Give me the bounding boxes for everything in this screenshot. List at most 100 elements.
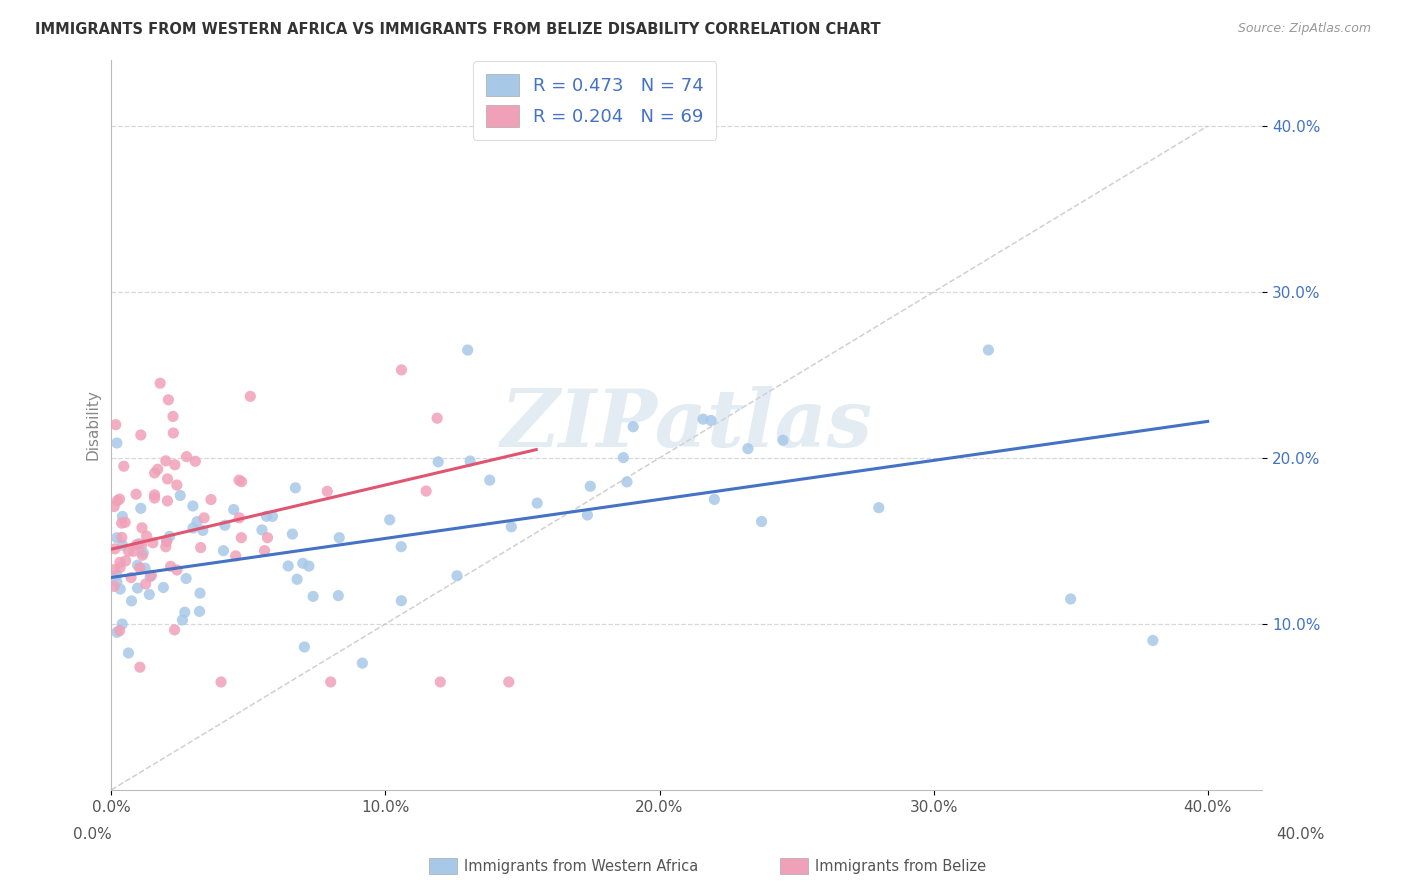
Point: [117, 646, 139, 660]
Point: [328, 589, 350, 603]
Point: [478, 473, 501, 487]
Point: [155, 540, 177, 554]
Point: [110, 560, 132, 574]
Point: [128, 537, 150, 551]
Point: [110, 582, 132, 596]
Point: [149, 376, 172, 391]
Point: [256, 509, 278, 524]
Point: [184, 454, 207, 468]
Point: [156, 534, 179, 549]
Point: [103, 579, 125, 593]
Point: [225, 549, 247, 563]
Point: [294, 640, 316, 654]
Point: [143, 488, 166, 502]
Point: [458, 454, 481, 468]
Point: [127, 581, 149, 595]
Point: [751, 515, 773, 529]
Point: [250, 523, 273, 537]
Point: [111, 538, 134, 552]
Point: [156, 494, 179, 508]
Point: [163, 458, 186, 472]
Point: [108, 491, 131, 506]
Point: [129, 501, 152, 516]
Point: [1059, 592, 1081, 607]
Point: [103, 563, 125, 577]
Point: [108, 624, 131, 638]
Point: [162, 409, 184, 424]
Point: [181, 521, 204, 535]
Point: [131, 521, 153, 535]
Point: [298, 559, 321, 574]
Point: [169, 488, 191, 502]
Point: [111, 530, 134, 544]
Point: [142, 536, 165, 550]
Point: [114, 554, 136, 568]
Point: [868, 500, 890, 515]
Point: [132, 546, 155, 560]
Point: [108, 555, 131, 569]
Point: [105, 493, 128, 508]
Point: [191, 524, 214, 538]
Point: [105, 575, 128, 590]
Point: [155, 533, 177, 548]
Point: [256, 531, 278, 545]
Point: [188, 586, 211, 600]
Point: [737, 442, 759, 456]
Point: [498, 675, 520, 690]
Point: [214, 518, 236, 533]
Point: [977, 343, 1000, 357]
Point: [152, 581, 174, 595]
Point: [111, 516, 134, 530]
Point: [291, 556, 314, 570]
Point: [457, 343, 479, 357]
Point: [120, 571, 142, 585]
Point: [146, 462, 169, 476]
Y-axis label: Disability: Disability: [86, 389, 100, 460]
Point: [114, 516, 136, 530]
Point: [131, 548, 153, 562]
Point: [125, 487, 148, 501]
Point: [700, 413, 723, 427]
Point: [316, 484, 339, 499]
Point: [616, 475, 638, 489]
Point: [131, 537, 153, 551]
Point: [181, 499, 204, 513]
Point: [143, 491, 166, 505]
Point: [703, 492, 725, 507]
Point: [105, 531, 128, 545]
Point: [173, 605, 195, 619]
Point: [285, 572, 308, 586]
Point: [415, 484, 437, 499]
Point: [129, 428, 152, 442]
Point: [122, 544, 145, 558]
Text: Immigrants from Belize: Immigrants from Belize: [815, 859, 987, 873]
Point: [692, 412, 714, 426]
Point: [621, 419, 644, 434]
Point: [302, 590, 325, 604]
Point: [186, 515, 208, 529]
Point: [104, 417, 127, 432]
Point: [281, 527, 304, 541]
Point: [112, 459, 135, 474]
Point: [389, 593, 412, 607]
Point: [253, 543, 276, 558]
Point: [231, 475, 253, 489]
Point: [426, 411, 449, 425]
Point: [612, 450, 634, 465]
Point: [159, 529, 181, 543]
Point: [166, 478, 188, 492]
Text: 40.0%: 40.0%: [1277, 827, 1324, 841]
Point: [172, 613, 194, 627]
Point: [239, 389, 262, 403]
Point: [105, 568, 128, 582]
Point: [446, 568, 468, 582]
Text: Immigrants from Western Africa: Immigrants from Western Africa: [464, 859, 699, 873]
Point: [429, 675, 451, 690]
Point: [159, 559, 181, 574]
Point: [262, 509, 284, 524]
Point: [200, 492, 222, 507]
Point: [176, 450, 198, 464]
Point: [1142, 633, 1164, 648]
Point: [121, 594, 143, 608]
Point: [228, 511, 250, 525]
